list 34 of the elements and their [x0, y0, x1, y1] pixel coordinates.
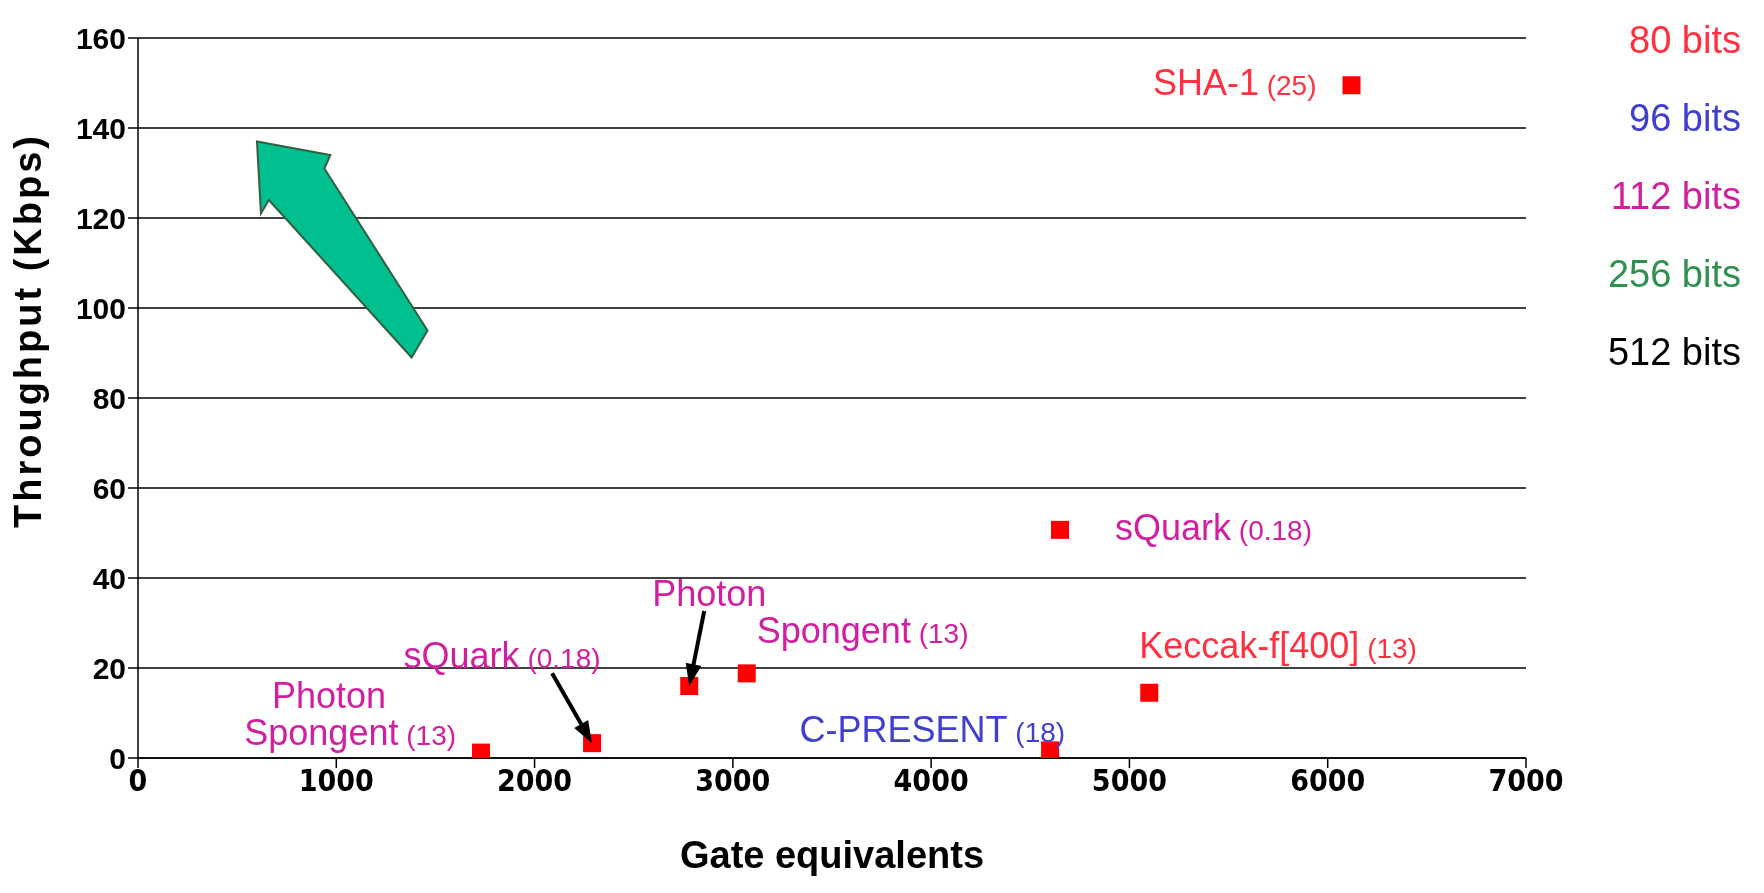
x-tick-label: 1000 — [298, 763, 374, 799]
y-axis-title: Throughput (Kbps) — [7, 132, 50, 528]
y-tick-label: 20 — [92, 651, 126, 685]
point — [1140, 683, 1159, 702]
text: 80 bits — [1629, 19, 1741, 61]
text: 256 bits — [1607, 253, 1741, 295]
point — [1051, 520, 1070, 539]
point — [680, 677, 699, 695]
y-tick-label: 120 — [75, 201, 126, 235]
x-tick-label: 6000 — [1290, 763, 1366, 799]
y-tick-label: 60 — [92, 471, 126, 505]
y-tick-label: 160 — [75, 21, 126, 55]
annotation: sQuark (0.18) — [1115, 506, 1313, 548]
y-tick-label: 140 — [75, 111, 126, 145]
point — [737, 664, 756, 683]
x-tick-label: 4000 — [893, 763, 969, 799]
y-tick-label: 80 — [92, 381, 126, 415]
x-tick-label: 2000 — [497, 763, 573, 799]
annotation: Keccak-f[400] (13) — [1139, 624, 1417, 666]
annotation: C-PRESENT (18) — [799, 709, 1066, 751]
x-axis-title: Gate equivalents — [679, 834, 985, 876]
y-tick-label: 100 — [75, 291, 126, 325]
y-tick-label: 0 — [109, 741, 126, 775]
text: 512 bits — [1607, 331, 1741, 373]
point — [1342, 76, 1361, 95]
y-tick-label: 40 — [92, 561, 126, 595]
x-tick-label: 7000 — [1488, 763, 1564, 799]
annotation: SHA-1 (25) — [1152, 62, 1317, 104]
text: 96 bits — [1629, 97, 1741, 139]
x-tick-label: 3000 — [695, 763, 771, 799]
text: 112 bits — [1610, 175, 1741, 217]
x-tick-label: 5000 — [1091, 763, 1167, 799]
x-tick-label: 0 — [128, 763, 148, 799]
annotation: sQuark (0.18) — [403, 635, 601, 677]
